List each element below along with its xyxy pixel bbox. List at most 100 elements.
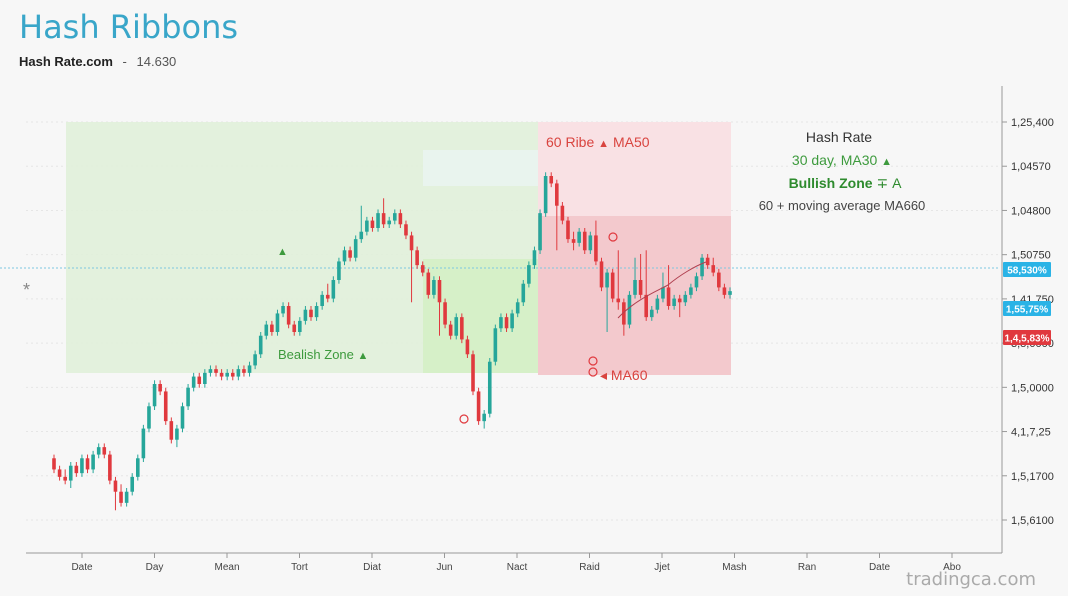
candle: [454, 313, 459, 340]
candle: [644, 250, 648, 321]
candles: [52, 172, 732, 511]
candle: [677, 294, 682, 318]
candle: [320, 291, 324, 310]
candle: [493, 324, 498, 366]
candle: [281, 302, 285, 318]
candle: [728, 287, 732, 299]
candle: [152, 380, 157, 410]
candle: [236, 365, 241, 381]
candle: [666, 265, 671, 310]
candle: [292, 320, 297, 336]
candle: [415, 246, 419, 269]
candle: [599, 257, 604, 292]
x-tick-label: Jjet: [654, 562, 670, 573]
legend-title: Hash Rate: [806, 129, 872, 145]
candle: [460, 313, 464, 344]
candle: [197, 372, 202, 388]
candle: [247, 361, 252, 377]
candle: [169, 417, 174, 444]
x-axis-ticks: Date Day Mean Tort Diat Jun Nact Raid Jjet Mash Ra…: [71, 553, 961, 573]
candle: [163, 387, 168, 425]
candle: [141, 424, 146, 462]
candle: [504, 313, 509, 332]
candle: [225, 369, 229, 381]
candle: [722, 283, 727, 299]
bullish-zone-top: [423, 122, 538, 150]
chart-subtitle: Hash Rate.com - 14.630: [19, 54, 176, 69]
y-tick-label: 1,04570: [1011, 161, 1051, 173]
candle: [214, 365, 218, 377]
candle: [638, 254, 643, 299]
y-tick-label: 4,1,7,25: [1011, 427, 1051, 439]
candle: [515, 298, 520, 318]
candle: [85, 454, 90, 474]
red-zone-lower: [538, 216, 731, 375]
candle: [471, 350, 475, 396]
price-tags: 58,530% 1,55,75% 1,4,5,83%: [1003, 262, 1051, 345]
x-tick-label: Mash: [722, 562, 746, 573]
candle: [476, 387, 481, 425]
candle: [325, 283, 330, 303]
x-tick-label: Abo: [943, 562, 961, 573]
candle: [499, 313, 503, 332]
legend-ma660: 60 + moving average MA660: [759, 198, 926, 213]
candle: [74, 462, 79, 477]
candle: [80, 454, 84, 477]
candle: [717, 268, 721, 292]
y-axis-ticks: 1,25,4001,045701,048001,507501,41,7503,8…: [1002, 117, 1054, 527]
candle: [555, 179, 559, 251]
x-tick-label: Nact: [507, 562, 528, 573]
candle: [180, 402, 185, 433]
candle: [510, 309, 514, 332]
candle: [253, 350, 257, 370]
candle: [700, 254, 704, 280]
candle: [432, 276, 436, 299]
candle: [52, 454, 56, 474]
candle: [130, 473, 135, 496]
candle: [689, 283, 693, 299]
candle: [649, 306, 654, 321]
red-zone-upper: [538, 122, 731, 216]
candle: [560, 202, 565, 225]
candle: [616, 250, 621, 310]
candle: [303, 306, 308, 325]
svg-text:1,4,5,83%: 1,4,5,83%: [1004, 334, 1049, 345]
candle: [258, 332, 263, 358]
x-tick-label: Day: [146, 562, 164, 573]
candle: [203, 369, 207, 388]
legend-ma30: 30 day, MA30 ▲: [792, 152, 892, 168]
candle: [487, 358, 492, 418]
candle: [398, 209, 403, 228]
candle: [543, 172, 548, 217]
candle: [208, 365, 213, 377]
candle: [571, 231, 576, 251]
x-tick-label: Date: [869, 562, 891, 573]
candle: [448, 320, 453, 340]
candle: [365, 216, 369, 236]
candle: [219, 369, 224, 381]
candle: [102, 443, 107, 459]
price-tag: 1,55,75%: [1003, 301, 1051, 316]
candle: [705, 254, 710, 269]
candle: [348, 246, 352, 262]
candle: [136, 454, 140, 481]
candle: [191, 372, 196, 392]
candle: [113, 476, 118, 511]
x-tick-label: Raid: [579, 562, 600, 573]
x-tick-label: Diat: [363, 562, 381, 573]
candle: [392, 209, 397, 225]
candle: [342, 246, 347, 266]
header-value: 14.630: [136, 54, 177, 69]
candle: [577, 228, 581, 247]
candle: [230, 369, 235, 381]
marker-3: [608, 232, 618, 242]
candle: [633, 257, 637, 299]
candle: [426, 268, 431, 299]
candle: [63, 469, 67, 485]
candle: [521, 280, 526, 306]
candle: [370, 216, 375, 232]
candle: [286, 302, 291, 329]
y-tick-label: 1,25,400: [1011, 117, 1054, 129]
candle: [186, 384, 190, 410]
